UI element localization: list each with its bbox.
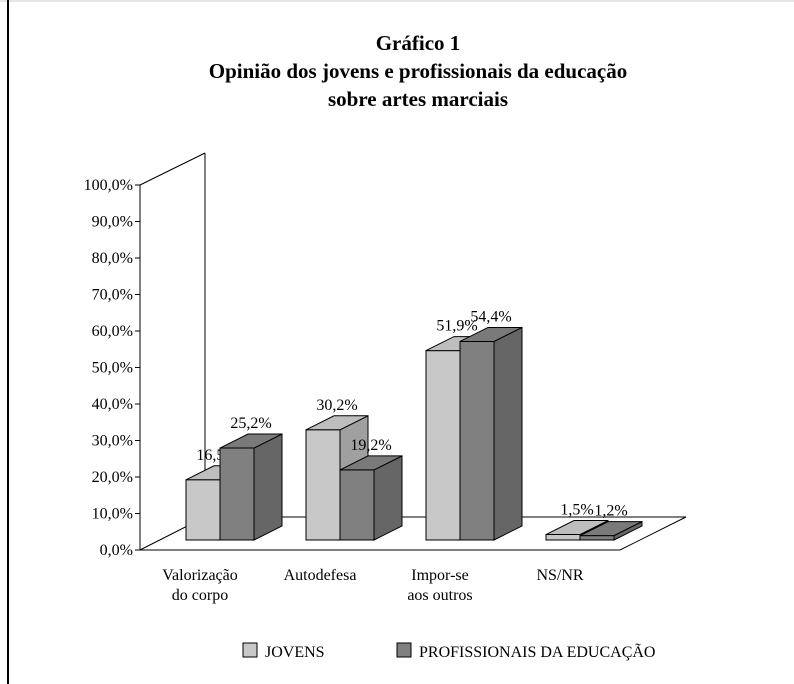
bar-face bbox=[185, 479, 221, 541]
bar-face bbox=[459, 340, 495, 541]
y-tick-label: 80,0% bbox=[92, 250, 133, 267]
bar-face bbox=[339, 469, 375, 541]
data-label: 51,9% bbox=[436, 318, 477, 335]
data-label: 19,2% bbox=[350, 437, 391, 454]
chart-title: Opinião dos jovens e profissionais da ed… bbox=[209, 59, 628, 83]
bar-face bbox=[339, 455, 403, 471]
bar bbox=[459, 326, 523, 541]
y-tick-label: 0,0% bbox=[100, 542, 133, 559]
y-tick-label: 40,0% bbox=[92, 396, 133, 413]
x-tick-label: Autodefesa bbox=[284, 567, 357, 584]
x-tick-label: Valorização do corpo bbox=[162, 567, 238, 604]
y-tick-label: 50,0% bbox=[92, 360, 133, 377]
data-label: 25,2% bbox=[230, 415, 271, 432]
y-tick-label: 30,0% bbox=[92, 433, 133, 450]
bar-face bbox=[219, 447, 255, 541]
bar-face bbox=[425, 350, 461, 541]
bar-face bbox=[545, 520, 609, 536]
bar-face bbox=[253, 433, 283, 541]
bar-face bbox=[373, 455, 403, 541]
bar-face bbox=[219, 433, 283, 449]
y-tick-label: 90,0% bbox=[92, 214, 133, 231]
bar-face bbox=[493, 326, 523, 541]
data-label: 1,5% bbox=[560, 502, 593, 519]
bar-face bbox=[305, 429, 341, 541]
bar-face bbox=[579, 535, 615, 541]
data-label: 1,2% bbox=[594, 503, 627, 520]
data-label: 54,4% bbox=[470, 308, 511, 325]
bar bbox=[579, 520, 643, 541]
x-tick-label: Impor-se aos outros bbox=[407, 567, 472, 604]
data-label: 30,2% bbox=[316, 397, 357, 414]
bar-face bbox=[545, 534, 581, 541]
y-tick-label: 20,0% bbox=[92, 469, 133, 486]
y-tick-label: 10,0% bbox=[92, 506, 133, 523]
legend-swatch bbox=[242, 642, 258, 658]
chart-title: Gráfico 1 bbox=[376, 31, 461, 55]
y-tick-label: 60,0% bbox=[92, 323, 133, 340]
y-tick-label: 100,0% bbox=[84, 177, 133, 194]
bar-face bbox=[305, 415, 369, 431]
bar bbox=[219, 433, 283, 541]
legend-label: PROFISSIONAIS DA EDUCAÇÃO bbox=[419, 643, 655, 661]
bar bbox=[339, 455, 403, 541]
legend-label: JOVENS bbox=[265, 644, 325, 661]
chart-title: sobre artes marciais bbox=[328, 87, 508, 111]
bar-face bbox=[579, 521, 643, 537]
bar-face bbox=[459, 326, 523, 342]
y-tick-label: 70,0% bbox=[92, 287, 133, 304]
legend-swatch bbox=[396, 642, 412, 658]
x-tick-label: NS/NR bbox=[536, 567, 583, 584]
